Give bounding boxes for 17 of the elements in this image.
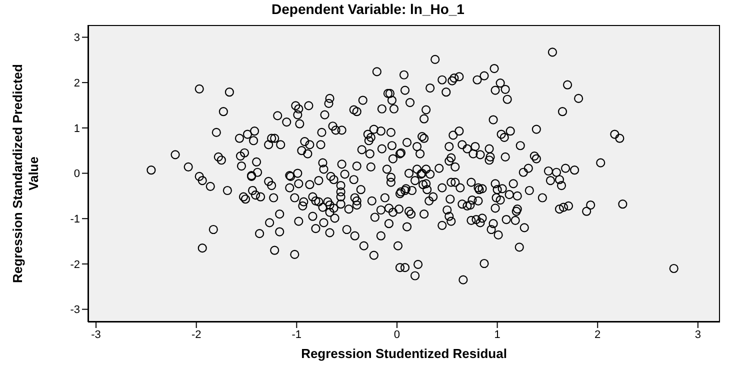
y-tick-label: 0 (74, 168, 80, 180)
x-tick-label: 3 (694, 328, 701, 341)
y-tick-label: -3 (70, 304, 80, 316)
y-tick-label: 3 (74, 32, 80, 44)
x-tick-label: -1 (292, 328, 302, 341)
x-axis-title: Regression Studentized Residual (301, 346, 507, 361)
y-axis-title: Regression Standardized Predicted Value (10, 64, 41, 283)
y-tick-label: 2 (74, 77, 80, 90)
x-tick-label: -2 (191, 328, 202, 341)
x-tick-label: 2 (594, 328, 601, 341)
y-tick-label: -1 (70, 214, 80, 226)
x-tick-label: -3 (91, 328, 101, 341)
x-tick-label: 1 (494, 328, 500, 341)
chart-title: Dependent Variable: ln_Ho_1 (270, 1, 466, 17)
x-tick-label: 0 (394, 328, 400, 341)
y-tick-label: -2 (70, 258, 80, 271)
y-tick-label: 1 (74, 122, 80, 135)
